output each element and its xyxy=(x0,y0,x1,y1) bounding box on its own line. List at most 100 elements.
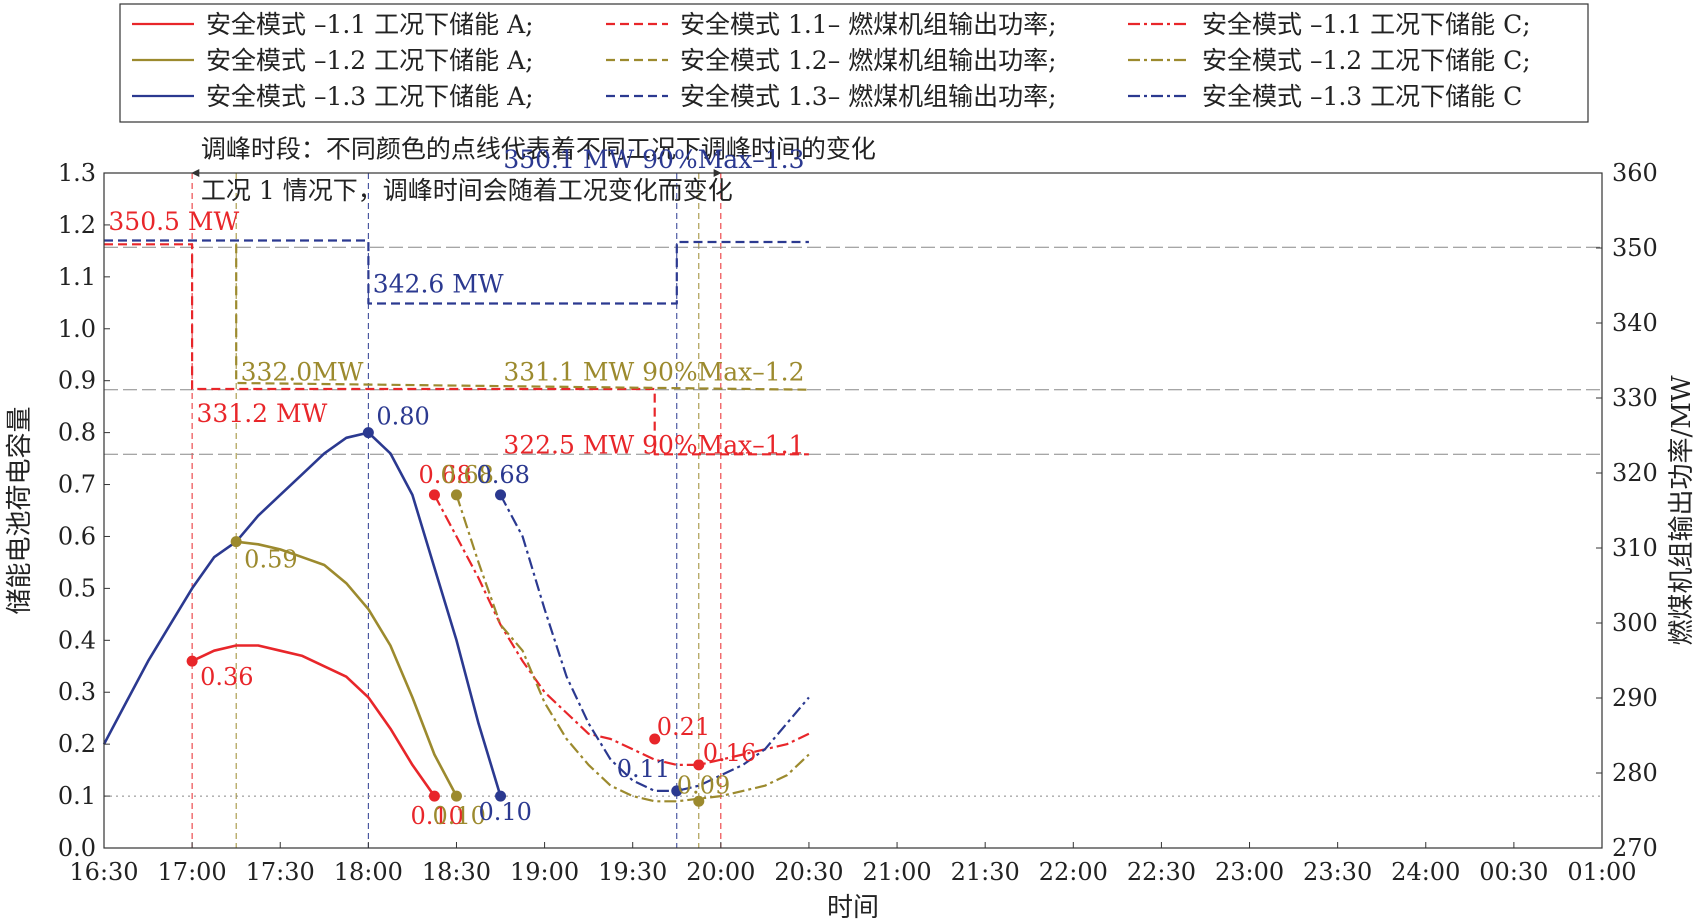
y-left-tick-label: 1.0 xyxy=(58,315,96,343)
plot-frame xyxy=(103,172,1603,849)
legend-label: 安全模式 –1.3 工况下储能 A; xyxy=(206,82,534,111)
annotation-text: 342.6 MW xyxy=(373,269,504,298)
series-line xyxy=(102,431,502,797)
data-label: 0.36 xyxy=(200,663,253,691)
x-tick-label: 20:00 xyxy=(686,858,755,886)
y-left-tick-label: 0.4 xyxy=(58,626,96,654)
y-right-tick-label: 270 xyxy=(1612,834,1658,862)
data-point xyxy=(450,489,462,501)
data-label: 0.59 xyxy=(244,546,297,574)
data-point xyxy=(693,759,705,771)
axes: 16:30 17:00 17:30 18:00 18:30 19:00 19:30 20:00… xyxy=(5,159,1697,922)
series-line xyxy=(104,243,809,456)
legend: 安全模式 –1.1 工况下储能 A; 安全模式 1.1– 燃煤机组输出功率; 安全模… xyxy=(119,3,1589,123)
series-line xyxy=(455,494,810,803)
data-point xyxy=(428,790,440,802)
legend-label: 安全模式 –1.3 工况下储能 C xyxy=(1202,82,1522,111)
y-right-tick-label: 290 xyxy=(1612,684,1658,712)
data-point xyxy=(186,655,198,667)
annotation-text: 331.2 MW xyxy=(197,399,328,428)
data-label: 0.16 xyxy=(703,739,756,767)
y-left-tick-label: 0.6 xyxy=(58,522,96,550)
y-left-axis-label: 储能电池荷电容量 xyxy=(5,406,35,614)
annotation-text: 350.5 MW xyxy=(108,207,239,236)
data-point xyxy=(450,790,462,802)
y-left-tick-label: 0.3 xyxy=(58,678,96,706)
x-tick-label: 21:30 xyxy=(951,858,1020,886)
series-lines xyxy=(102,239,810,803)
data-label: 0.68 xyxy=(418,461,471,489)
x-tick-label: 17:00 xyxy=(158,858,227,886)
series-line xyxy=(104,239,809,305)
legend-box xyxy=(119,3,1589,123)
y-left-tick-label: 0.8 xyxy=(58,419,96,447)
y-left-tick-label: 0.1 xyxy=(58,782,96,810)
data-label: 0.11 xyxy=(617,755,670,783)
x-tick-label: 24:00 xyxy=(1391,858,1460,886)
y-left-tick-label: 0.7 xyxy=(58,471,96,499)
x-tick-label: 22:00 xyxy=(1039,858,1108,886)
series-line xyxy=(433,494,810,767)
series-line xyxy=(191,644,436,797)
y-left-tick-label: 1.3 xyxy=(58,159,96,187)
y-left-tick-label: 0.2 xyxy=(58,730,96,758)
data-point xyxy=(671,785,683,797)
legend-label: 安全模式 1.3– 燃煤机组输出功率; xyxy=(680,82,1057,111)
y-right-tick-label: 360 xyxy=(1612,159,1658,187)
series-line xyxy=(236,540,458,797)
annotation-text: 332.0MW xyxy=(241,358,364,387)
y-left-tick-label: 1.2 xyxy=(58,211,96,239)
y-right-tick-label: 310 xyxy=(1612,534,1658,562)
data-label: 0.80 xyxy=(376,403,429,431)
annotation-text: 322.5 MW 90%Max–1.1 xyxy=(503,430,804,459)
legend-label: 安全模式 1.2– 燃煤机组输出功率; xyxy=(680,46,1057,75)
data-point xyxy=(495,489,507,501)
y-right-axis-label: 燃煤机组输出功率/MW xyxy=(1667,375,1697,645)
data-label: 0.68 xyxy=(440,461,493,489)
legend-label: 安全模式 –1.2 工况下储能 C; xyxy=(1202,46,1531,75)
series-line xyxy=(499,494,810,793)
legend-label: 安全模式 –1.1 工况下储能 C; xyxy=(1202,10,1531,39)
y-right-tick-label: 340 xyxy=(1612,309,1658,337)
x-tick-label: 17:30 xyxy=(246,858,315,886)
y-left-tick-label: 1.1 xyxy=(58,263,96,291)
data-point xyxy=(428,489,440,501)
series-line xyxy=(235,244,809,391)
y-right-tick-label: 300 xyxy=(1612,609,1658,637)
y-right-tick-label: 350 xyxy=(1612,234,1658,262)
x-tick-label: 18:30 xyxy=(422,858,491,886)
x-tick-label: 18:00 xyxy=(334,858,403,886)
annotation-text: 350.1 MW 90%Max–1.3 xyxy=(503,145,804,174)
annotation-text: 调峰时段：不同颜色的点线代表着不同工况下调峰时间的变化 xyxy=(201,134,876,163)
y-right-tick-label: 330 xyxy=(1612,384,1658,412)
y-right-tick-label: 320 xyxy=(1612,459,1658,487)
x-tick-label: 22:30 xyxy=(1127,858,1196,886)
y-left-tick-label: 0.0 xyxy=(58,834,96,862)
annotation-text: 工况 1 情况下，调峰时间会随着工况变化而变化 xyxy=(201,176,733,205)
x-tick-label: 21:00 xyxy=(862,858,931,886)
data-label: 0.09 xyxy=(677,771,730,799)
y-left-tick-label: 0.9 xyxy=(58,367,96,395)
data-point xyxy=(230,536,242,548)
x-tick-label: 00:30 xyxy=(1479,858,1548,886)
legend-label: 安全模式 –1.2 工况下储能 A; xyxy=(206,46,534,75)
legend-label: 安全模式 –1.1 工况下储能 A; xyxy=(206,10,534,39)
data-label: 0.21 xyxy=(657,713,710,741)
x-tick-label: 20:30 xyxy=(774,858,843,886)
x-tick-label: 23:30 xyxy=(1303,858,1372,886)
x-tick-label: 19:30 xyxy=(598,858,667,886)
data-points: 0.360.590.800.100.100.100.680.680.680.21… xyxy=(186,403,756,830)
data-label: 0.68 xyxy=(477,461,530,489)
x-tick-label: 23:00 xyxy=(1215,858,1284,886)
x-tick-label: 16:30 xyxy=(69,858,138,886)
data-point xyxy=(649,733,661,745)
x-axis-label: 时间 xyxy=(827,893,879,922)
data-point xyxy=(495,790,507,802)
x-tick-label: 01:00 xyxy=(1567,858,1636,886)
reference-lines xyxy=(104,169,1602,848)
data-point xyxy=(362,427,374,439)
y-left-tick-label: 0.5 xyxy=(58,574,96,602)
data-label: 0.10 xyxy=(410,802,463,830)
